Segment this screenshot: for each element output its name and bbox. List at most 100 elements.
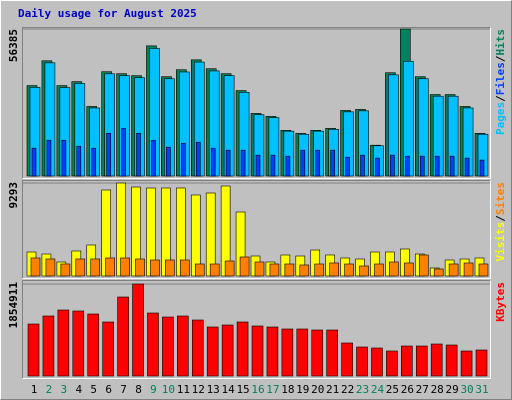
bar	[194, 263, 205, 277]
x-tick-label: 21	[326, 383, 339, 396]
bar	[404, 262, 414, 277]
bar	[300, 149, 306, 177]
bar	[205, 192, 216, 277]
bar	[326, 329, 338, 377]
bar	[371, 347, 383, 377]
bar	[27, 323, 40, 377]
bar	[102, 321, 114, 377]
bar	[221, 324, 234, 377]
bar	[90, 258, 101, 277]
x-tick-label: 27	[416, 383, 429, 396]
bar	[195, 141, 201, 177]
bar	[225, 149, 231, 177]
bar	[255, 154, 261, 177]
x-tick-label: 12	[192, 383, 205, 396]
bar	[311, 329, 324, 377]
bar	[281, 328, 294, 377]
x-tick-label: 20	[311, 383, 324, 396]
bar	[415, 345, 428, 377]
x-tick-label: 28	[431, 383, 444, 396]
bar	[418, 254, 429, 277]
x-tick-label: 29	[446, 383, 459, 396]
bar	[463, 262, 474, 277]
bar	[147, 312, 159, 377]
bar	[448, 263, 459, 277]
x-tick-label: 10	[162, 383, 175, 396]
bar	[374, 263, 384, 277]
bar	[177, 315, 189, 377]
bar	[430, 343, 443, 377]
bar	[206, 326, 219, 377]
bar	[269, 263, 280, 277]
x-tick-label: 13	[207, 383, 220, 396]
bar	[209, 263, 220, 277]
bar	[478, 263, 489, 277]
x-tick-label: 18	[281, 383, 294, 396]
legend: Visits/Sites	[494, 182, 507, 262]
bar	[87, 313, 100, 377]
legend: KBytes	[494, 282, 507, 322]
bar	[106, 132, 111, 177]
bar	[434, 155, 440, 177]
x-tick-label: 22	[341, 383, 354, 396]
x-tick-label: 16	[251, 383, 264, 396]
y-tick-label: 56385	[7, 29, 20, 62]
x-tick-label: 8	[135, 383, 142, 396]
bar	[386, 350, 398, 377]
bar	[251, 325, 264, 377]
bar	[181, 142, 186, 177]
bar	[315, 149, 321, 177]
legend-separator: /	[494, 95, 507, 102]
bar	[341, 342, 353, 377]
bar	[464, 157, 470, 177]
bar	[105, 257, 115, 277]
x-tick-label: 15	[236, 383, 249, 396]
legend-entry: KBytes	[494, 282, 507, 322]
bar	[405, 155, 410, 177]
x-tick-label: 11	[177, 383, 190, 396]
bar	[356, 346, 368, 377]
legend-separator: /	[494, 55, 507, 62]
bar	[132, 283, 144, 377]
bar	[375, 157, 380, 177]
bar	[475, 349, 488, 377]
bar	[31, 147, 37, 177]
bar	[314, 263, 325, 277]
bar	[120, 257, 130, 277]
y-tick-label: 9293	[7, 182, 20, 209]
x-tick-label: 26	[401, 383, 414, 396]
x-tick-label: 31	[475, 383, 488, 396]
bar	[239, 256, 250, 277]
bar	[240, 149, 246, 177]
legend-entry: Visits	[494, 222, 507, 262]
bar	[285, 155, 291, 177]
bar	[266, 326, 279, 377]
bar	[57, 309, 70, 377]
bar	[460, 350, 473, 377]
bar	[135, 258, 145, 277]
legend-separator: /	[494, 215, 507, 222]
bar	[401, 345, 413, 377]
bar	[30, 257, 41, 277]
bar	[433, 268, 444, 277]
bar	[45, 258, 56, 277]
bar	[75, 258, 86, 277]
bar	[299, 264, 310, 277]
bar	[61, 139, 67, 177]
bar	[165, 259, 175, 277]
bar	[121, 128, 126, 177]
bar	[359, 265, 369, 277]
bar	[191, 319, 204, 377]
panel-frame	[22, 280, 491, 379]
x-tick-label: 1	[31, 383, 38, 396]
x-tick-label: 3	[61, 383, 68, 396]
bar	[150, 259, 160, 277]
bar	[296, 328, 309, 377]
bar	[360, 154, 365, 177]
x-tick-label: 4	[75, 383, 82, 396]
x-tick-label: 2	[46, 383, 53, 396]
bar	[136, 132, 141, 177]
bar	[117, 296, 129, 377]
bar	[180, 259, 190, 277]
bar	[210, 147, 216, 177]
